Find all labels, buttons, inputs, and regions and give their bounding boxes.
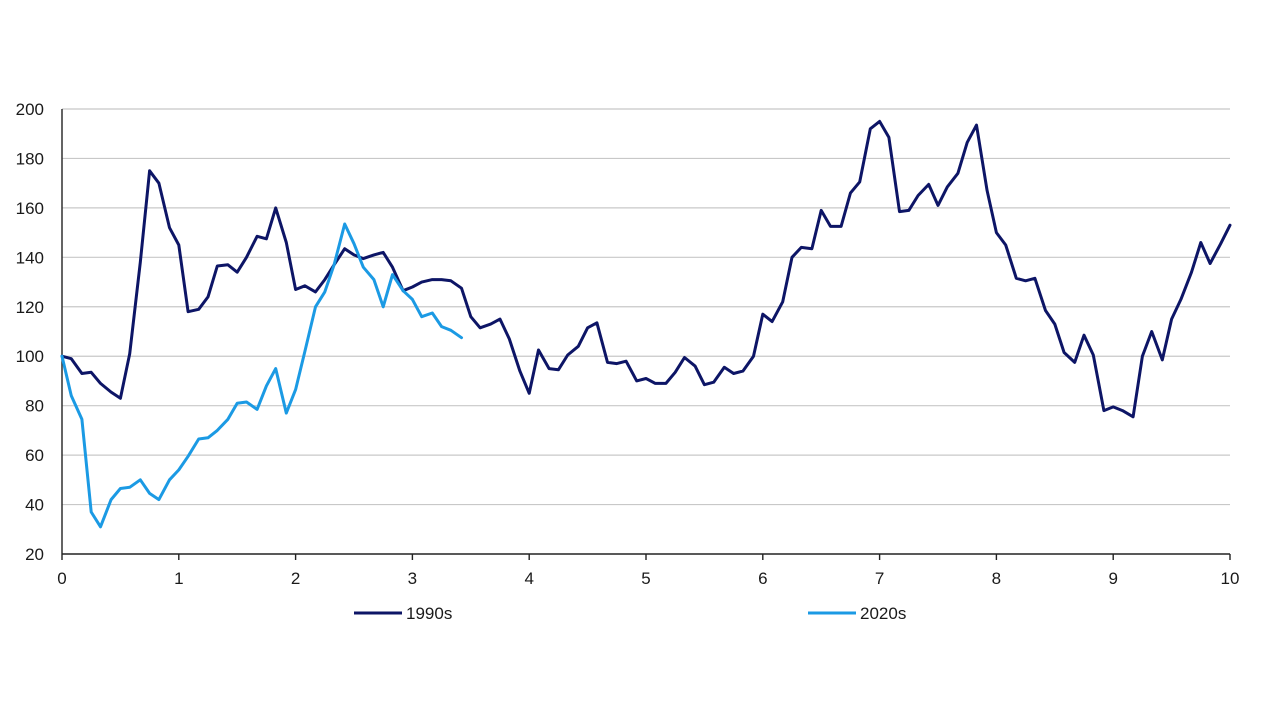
legend-item-2020s: 2020s [808, 604, 906, 623]
y-tick-label: 20 [25, 545, 44, 564]
y-tick-label: 100 [16, 347, 44, 366]
x-tick-label: 4 [524, 569, 533, 588]
y-tick-label: 60 [25, 446, 44, 465]
x-tick-label: 10 [1221, 569, 1240, 588]
x-tick-label: 7 [875, 569, 884, 588]
y-tick-label: 80 [25, 397, 44, 416]
x-tick-label: 6 [758, 569, 767, 588]
y-tick-label: 180 [16, 149, 44, 168]
x-tick-label: 3 [408, 569, 417, 588]
series-lines [60, 119, 1232, 529]
legend: 1990s 2020s [354, 604, 906, 623]
y-tick-label: 160 [16, 199, 44, 218]
axes [61, 109, 1230, 555]
x-tick-label: 9 [1108, 569, 1117, 588]
x-tick-label: 5 [641, 569, 650, 588]
y-tick-label: 200 [16, 100, 44, 119]
x-tick-label: 0 [57, 569, 66, 588]
legend-item-1990s: 1990s [354, 604, 452, 623]
series-line-2020s [60, 222, 463, 529]
x-tick-label: 8 [992, 569, 1001, 588]
y-tick-label: 140 [16, 248, 44, 267]
x-axis-ticks: 0 1 2 3 4 5 6 7 8 9 10 [57, 554, 1239, 588]
gridlines [62, 108, 1230, 506]
x-tick-label: 1 [174, 569, 183, 588]
y-axis-ticks: 20 40 60 80 100 120 140 160 180 200 [16, 100, 44, 564]
series-line-1990s [60, 119, 1232, 419]
y-tick-label: 40 [25, 496, 44, 515]
legend-label: 1990s [406, 604, 452, 623]
x-tick-label: 2 [291, 569, 300, 588]
legend-label: 2020s [860, 604, 906, 623]
y-tick-label: 120 [16, 298, 44, 317]
